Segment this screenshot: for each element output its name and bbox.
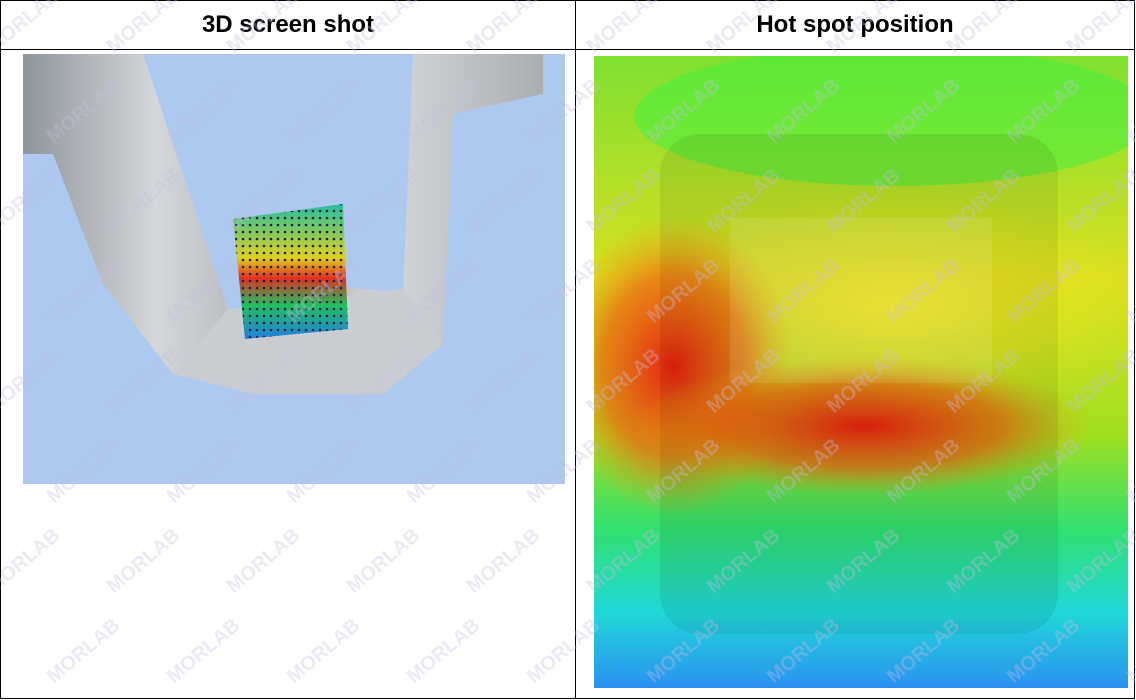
header-cell: 3D screen shot bbox=[0, 0, 576, 50]
hotspot-cell bbox=[575, 49, 1135, 699]
3d-screenshot bbox=[23, 54, 565, 484]
header-cell: Hot spot position bbox=[575, 0, 1135, 50]
hotspot-map bbox=[594, 56, 1128, 688]
screenshot-cell bbox=[0, 49, 576, 699]
